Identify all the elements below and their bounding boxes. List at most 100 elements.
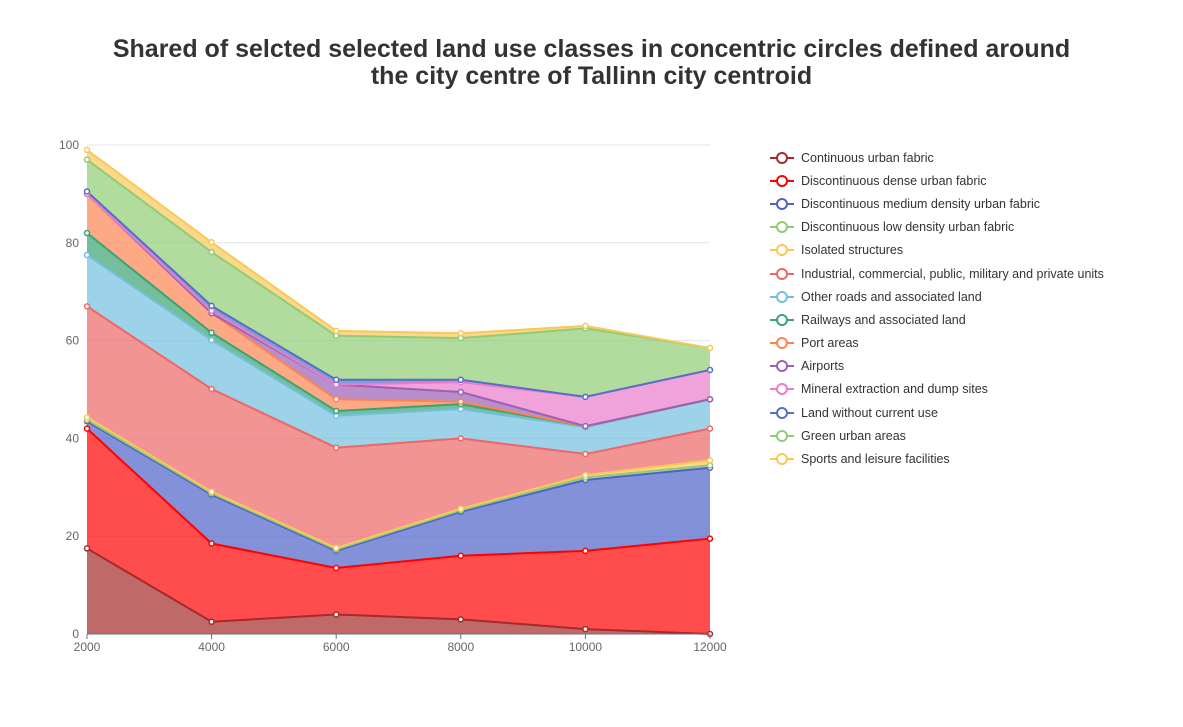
legend-item-isolated-structures[interactable]: Isolated structures xyxy=(770,239,1170,262)
line-discontinuous-low-density-urban-fabric xyxy=(86,418,711,551)
legend-item-industrial-commercial-public-military-and-private-units[interactable]: Industrial, commercial, public, military… xyxy=(770,262,1170,285)
legend-item-green-urban-areas[interactable]: Green urban areas xyxy=(770,424,1170,447)
point-land-without-current-use[interactable] xyxy=(582,393,589,401)
point-continuous-urban-fabric[interactable] xyxy=(582,625,589,633)
point-industrial-commercial-public-military-and-private-units[interactable] xyxy=(208,385,215,393)
legend-item-discontinuous-medium-density-urban-fabric[interactable]: Discontinuous medium density urban fabri… xyxy=(770,192,1170,215)
legend-label: Other roads and associated land xyxy=(801,289,982,304)
point-railways-and-associated-land[interactable] xyxy=(208,329,215,337)
point-land-without-current-use[interactable] xyxy=(208,302,215,310)
chart-title-line-1: Shared of selcted selected land use clas… xyxy=(112,35,1071,63)
area-mineral-extraction-and-dump-sites[interactable] xyxy=(87,193,710,427)
x-tick-label: 10000 xyxy=(569,640,603,654)
point-industrial-commercial-public-military-and-private-units[interactable] xyxy=(83,303,91,310)
point-industrial-commercial-public-military-and-private-units[interactable] xyxy=(332,444,340,451)
point-port-areas[interactable] xyxy=(332,396,340,403)
legend-swatch-icon xyxy=(770,360,794,373)
area-discontinuous-medium-density-urban-fabric[interactable] xyxy=(87,421,710,568)
legend-label: Port areas xyxy=(801,336,859,351)
point-land-without-current-use[interactable] xyxy=(706,366,714,374)
point-sports-and-leisure-facilities[interactable] xyxy=(706,344,714,352)
legend-item-airports[interactable]: Airports xyxy=(770,355,1170,378)
point-discontinuous-dense-urban-fabric[interactable] xyxy=(582,547,589,555)
legend-swatch-icon xyxy=(770,197,794,210)
legend-label: Isolated structures xyxy=(801,243,904,258)
legend-label: Discontinuous low density urban fabric xyxy=(801,220,1015,235)
area-green-urban-areas[interactable] xyxy=(87,159,710,397)
line-isolated-structures xyxy=(86,416,711,550)
legend-label: Railways and associated land xyxy=(801,312,966,327)
line-continuous-urban-fabric xyxy=(86,547,711,635)
legend-item-discontinuous-low-density-urban-fabric[interactable]: Discontinuous low density urban fabric xyxy=(770,216,1170,239)
legend: Continuous urban fabric Discontinuous den… xyxy=(770,146,1170,471)
legend-label: Mineral extraction and dump sites xyxy=(801,382,988,397)
point-discontinuous-dense-urban-fabric[interactable] xyxy=(706,535,714,542)
point-isolated-structures[interactable] xyxy=(332,544,340,552)
point-continuous-urban-fabric[interactable] xyxy=(457,616,465,623)
point-discontinuous-dense-urban-fabric[interactable] xyxy=(332,564,340,572)
legend-label: Green urban areas xyxy=(801,428,906,443)
point-airports[interactable] xyxy=(457,388,465,396)
x-tick-label: 12000 xyxy=(693,640,727,654)
point-continuous-urban-fabric[interactable] xyxy=(83,545,91,552)
point-industrial-commercial-public-military-and-private-units[interactable] xyxy=(582,450,589,458)
axes: 0 20 40 60 80 100 2000 4000 6000 8000 10000 12000 xyxy=(59,138,727,654)
point-continuous-urban-fabric[interactable] xyxy=(208,618,215,626)
legend-item-port-areas[interactable]: Port areas xyxy=(770,332,1170,355)
point-isolated-structures[interactable] xyxy=(208,488,215,495)
legend-item-mineral-extraction-and-dump-sites[interactable]: Mineral extraction and dump sites xyxy=(770,378,1170,401)
point-green-urban-areas[interactable] xyxy=(83,156,91,163)
point-sports-and-leisure-facilities[interactable] xyxy=(582,322,589,330)
point-isolated-structures[interactable] xyxy=(582,471,589,479)
legend-item-other-roads-and-associated-land[interactable]: Other roads and associated land xyxy=(770,285,1170,308)
legend-item-discontinuous-dense-urban-fabric[interactable]: Discontinuous dense urban fabric xyxy=(770,169,1170,192)
legend-item-railways-and-associated-land[interactable]: Railways and associated land xyxy=(770,308,1170,331)
point-isolated-structures[interactable] xyxy=(457,505,465,513)
point-continuous-urban-fabric[interactable] xyxy=(332,611,340,618)
point-land-without-current-use[interactable] xyxy=(332,376,340,383)
legend-label: Discontinuous medium density urban fabri… xyxy=(801,196,1041,211)
legend-label: Continuous urban fabric xyxy=(801,150,934,165)
point-port-areas[interactable] xyxy=(457,398,465,405)
y-tick-label: 40 xyxy=(66,431,80,445)
data-points[interactable] xyxy=(83,146,714,638)
point-discontinuous-dense-urban-fabric[interactable] xyxy=(83,425,91,432)
area-other-roads-and-associated-land[interactable] xyxy=(87,255,710,455)
y-tick-label: 100 xyxy=(59,138,79,152)
legend-label: Land without current use xyxy=(801,405,938,420)
line-airports xyxy=(86,193,711,428)
area-industrial-commercial-public-military-and-private-units[interactable] xyxy=(87,306,710,548)
point-railways-and-associated-land[interactable] xyxy=(332,407,340,415)
legend-label: Airports xyxy=(801,359,845,374)
point-sports-and-leisure-facilities[interactable] xyxy=(457,330,465,337)
legend-label: Discontinuous dense urban fabric xyxy=(801,173,987,188)
area-discontinuous-dense-urban-fabric[interactable] xyxy=(87,428,710,634)
point-other-roads-and-associated-land[interactable] xyxy=(208,336,215,344)
point-land-without-current-use[interactable] xyxy=(457,376,465,383)
point-industrial-commercial-public-military-and-private-units[interactable] xyxy=(457,435,465,442)
point-land-without-current-use[interactable] xyxy=(83,188,91,195)
point-discontinuous-dense-urban-fabric[interactable] xyxy=(457,552,465,560)
point-sports-and-leisure-facilities[interactable] xyxy=(332,327,340,335)
point-isolated-structures[interactable] xyxy=(706,457,714,464)
point-sports-and-leisure-facilities[interactable] xyxy=(83,146,91,154)
legend-swatch-icon xyxy=(770,406,794,419)
point-sports-and-leisure-facilities[interactable] xyxy=(208,239,215,246)
point-discontinuous-dense-urban-fabric[interactable] xyxy=(208,540,215,547)
point-airports[interactable] xyxy=(582,422,589,430)
legend-item-continuous-urban-fabric[interactable]: Continuous urban fabric xyxy=(770,146,1170,169)
legend-item-land-without-current-use[interactable]: Land without current use xyxy=(770,401,1170,424)
point-isolated-structures[interactable] xyxy=(83,414,91,421)
legend-item-sports-and-leisure-facilities[interactable]: Sports and leisure facilities xyxy=(770,447,1170,470)
point-other-roads-and-associated-land[interactable] xyxy=(83,251,91,259)
line-discontinuous-medium-density-urban-fabric xyxy=(86,420,711,552)
chart-title-line-2: the city centre of Tallinn city centroid xyxy=(370,62,813,90)
legend-swatch-icon xyxy=(770,174,794,187)
legend-swatch-icon xyxy=(770,337,794,350)
point-industrial-commercial-public-military-and-private-units[interactable] xyxy=(706,425,714,432)
point-airports[interactable] xyxy=(706,396,714,403)
point-green-urban-areas[interactable] xyxy=(208,248,215,256)
legend-label: Sports and leisure facilities xyxy=(801,452,950,467)
point-railways-and-associated-land[interactable] xyxy=(83,229,91,237)
line-industrial-commercial-public-military-and-private-units xyxy=(86,305,711,456)
